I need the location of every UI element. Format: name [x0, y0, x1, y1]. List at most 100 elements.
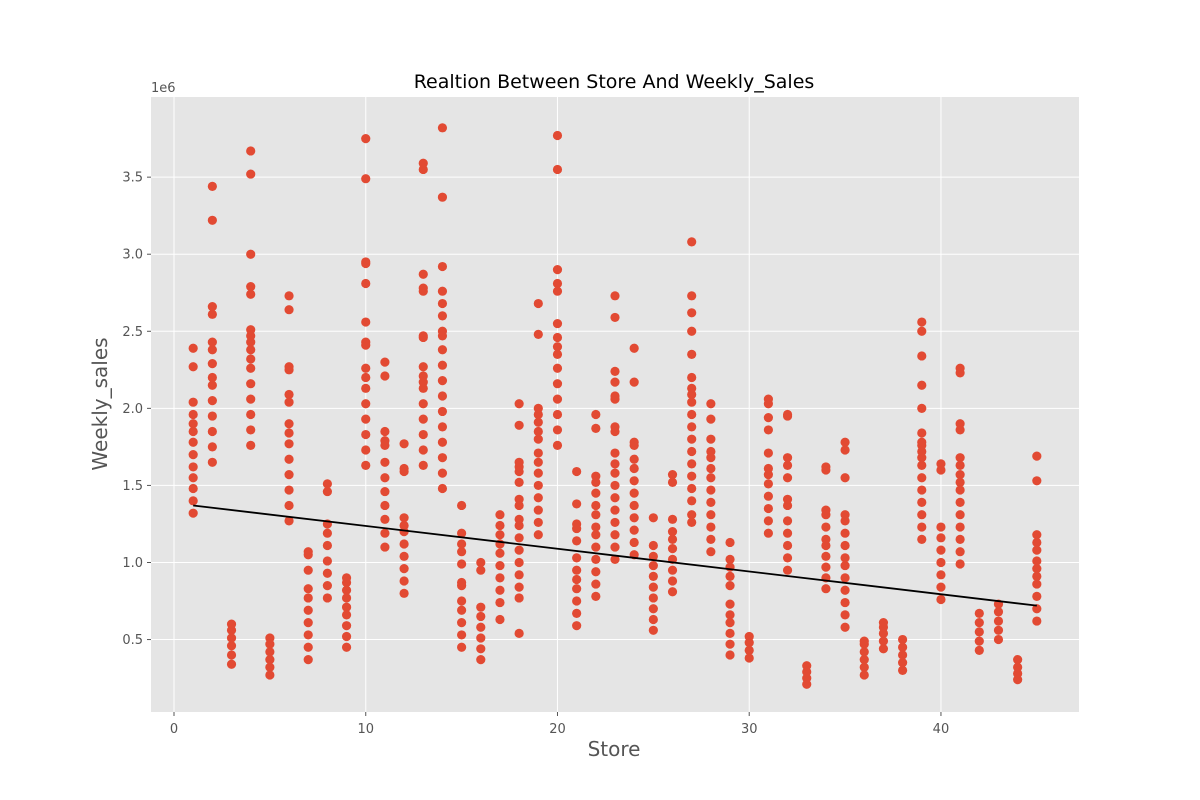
data-point	[188, 483, 198, 494]
data-point	[207, 457, 217, 467]
data-point	[993, 634, 1004, 645]
data-point	[687, 471, 697, 481]
data-point	[898, 650, 908, 660]
data-point	[955, 419, 965, 429]
data-point	[361, 317, 371, 327]
data-point	[725, 618, 735, 628]
chart-title: Realtion Between Store And Weekly_Sales	[414, 71, 815, 93]
data-point	[821, 505, 831, 515]
data-point	[188, 419, 198, 429]
data-point	[821, 562, 831, 572]
data-point	[552, 318, 563, 329]
data-point	[188, 397, 198, 407]
data-point	[955, 485, 965, 495]
data-point	[361, 134, 371, 144]
data-point	[955, 470, 965, 480]
data-point	[341, 631, 352, 642]
data-point	[706, 414, 716, 424]
data-point	[917, 317, 927, 327]
data-point	[744, 645, 754, 655]
data-point	[706, 485, 716, 495]
data-point	[667, 470, 678, 480]
data-point	[591, 591, 601, 601]
data-point	[955, 460, 965, 470]
data-point	[917, 534, 927, 544]
y-tick-label: 1.0	[122, 556, 143, 571]
data-point	[687, 496, 697, 506]
data-point	[495, 597, 505, 608]
data-point	[188, 362, 198, 372]
data-point	[610, 459, 620, 469]
data-point	[476, 644, 486, 654]
data-point	[610, 554, 620, 565]
data-point	[495, 520, 505, 531]
data-point	[725, 650, 735, 660]
data-point	[629, 513, 639, 523]
x-tick-label: 10	[357, 722, 374, 737]
data-point	[936, 522, 946, 532]
data-point	[284, 305, 294, 315]
data-point	[361, 383, 371, 393]
data-point	[495, 614, 505, 625]
data-point	[898, 642, 908, 652]
data-point	[437, 261, 448, 272]
data-point	[457, 559, 467, 569]
data-point	[667, 534, 678, 544]
data-point	[188, 473, 198, 483]
data-point	[936, 594, 946, 605]
data-point	[380, 528, 390, 538]
data-point	[917, 497, 927, 507]
data-point	[495, 530, 505, 540]
data-point	[725, 639, 735, 649]
data-point	[687, 397, 697, 407]
data-point	[993, 625, 1004, 635]
data-point	[667, 544, 678, 554]
data-point	[188, 462, 198, 472]
data-point	[361, 445, 371, 455]
data-point	[955, 363, 965, 373]
data-point	[399, 439, 409, 449]
data-point	[361, 363, 371, 373]
data-point	[687, 383, 697, 393]
data-point	[380, 542, 390, 552]
data-point	[936, 557, 946, 568]
data-point	[974, 636, 984, 646]
data-point	[226, 633, 237, 643]
data-point	[782, 565, 793, 575]
data-point	[629, 537, 639, 548]
data-point	[648, 551, 658, 561]
data-point	[303, 605, 313, 615]
data-point	[572, 466, 582, 477]
x-axis-ticks: 0 10 20 30 40	[170, 712, 949, 737]
data-point	[284, 454, 294, 464]
data-point	[687, 326, 697, 336]
data-point	[533, 505, 543, 515]
y-tick-label: 3.0	[122, 248, 143, 263]
data-point	[1013, 662, 1023, 672]
data-point	[591, 567, 601, 577]
data-point	[476, 602, 486, 612]
data-point	[840, 560, 850, 571]
data-point	[207, 442, 217, 452]
data-point	[246, 345, 256, 355]
data-point	[533, 403, 543, 413]
data-point	[687, 510, 697, 520]
data-point	[917, 326, 927, 336]
data-point	[667, 565, 678, 575]
data-point	[399, 513, 409, 523]
data-point	[322, 540, 332, 551]
data-point	[246, 394, 256, 404]
data-point	[303, 547, 313, 557]
data-point	[303, 565, 313, 575]
data-point	[495, 573, 505, 583]
data-point	[840, 622, 850, 632]
data-point	[246, 281, 256, 292]
data-point	[629, 525, 639, 535]
data-point	[418, 283, 428, 293]
data-point	[495, 548, 505, 558]
data-point	[993, 616, 1004, 626]
data-point	[246, 379, 256, 389]
data-point	[437, 453, 448, 463]
data-point	[917, 485, 927, 495]
data-point	[437, 376, 448, 386]
